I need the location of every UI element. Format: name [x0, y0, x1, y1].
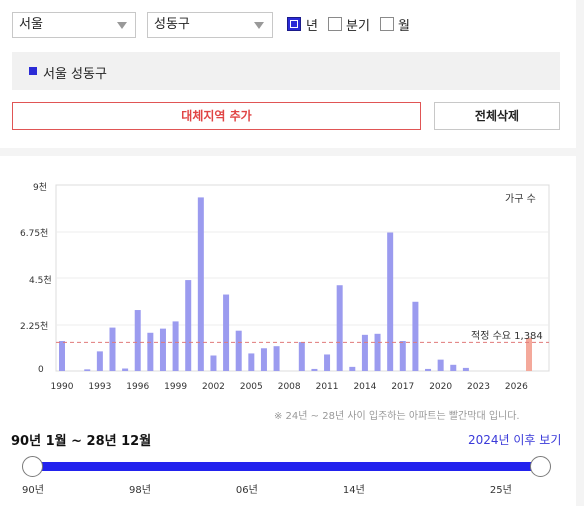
district-select[interactable]: 성동구	[147, 12, 273, 38]
bar	[324, 354, 331, 371]
slider-tick-label: 98년	[128, 485, 151, 496]
bar	[122, 368, 129, 371]
bar	[361, 334, 368, 371]
bar	[311, 368, 318, 371]
bar	[412, 301, 419, 371]
range-slider-start-handle[interactable]	[22, 456, 43, 477]
x-tick-label: 2026	[504, 382, 528, 392]
x-tick-label: 2023	[467, 382, 490, 392]
bar	[134, 310, 141, 371]
chevron-down-icon	[117, 22, 127, 29]
y-tick-label: 4.5천	[29, 276, 52, 286]
x-tick-label: 2017	[391, 382, 415, 392]
y-tick-label: 9천	[33, 183, 48, 193]
district-select-value: 성동구	[154, 17, 190, 32]
region-select-value: 서울	[19, 17, 43, 32]
selected-region-panel: 서울 성동구	[12, 52, 560, 90]
delete-all-button[interactable]: 전체삭제	[434, 102, 560, 130]
bar	[59, 341, 65, 371]
checkbox-quarter-label: 분기	[346, 19, 370, 34]
range-label: 90년 1월 ~ 28년 12월	[11, 434, 152, 449]
x-tick-label: 2008	[277, 382, 301, 392]
bar	[197, 197, 204, 371]
bar	[450, 364, 457, 371]
x-tick-label: 1999	[164, 382, 188, 392]
bar	[387, 232, 394, 371]
bar	[374, 333, 381, 371]
checkbox-year[interactable]	[287, 17, 301, 31]
bar	[96, 351, 103, 371]
reference-line-label: 적정 수요 1,384	[471, 331, 543, 342]
checkbox-month[interactable]	[380, 17, 394, 31]
x-tick-label: 1993	[88, 382, 112, 392]
range-slider-track[interactable]	[33, 462, 541, 471]
x-tick-label: 2020	[429, 382, 453, 392]
after-2024-link[interactable]: 2024년 이후 보기	[468, 433, 562, 447]
bar	[273, 346, 280, 371]
bar	[425, 368, 432, 371]
checkbox-month-label: 월	[398, 19, 410, 34]
x-tick-label: 1996	[126, 382, 150, 392]
bar	[248, 353, 255, 371]
range-slider-end-handle[interactable]	[530, 456, 551, 477]
add-alt-region-button[interactable]: 대체지역 추가	[12, 102, 421, 130]
region-color-swatch	[29, 67, 37, 75]
bar	[235, 330, 242, 371]
y-tick-label: 2.25천	[20, 322, 49, 332]
bar	[223, 294, 230, 371]
bar-group	[59, 197, 532, 371]
bar	[462, 367, 469, 371]
checkbox-year-label: 년	[306, 19, 318, 34]
slider-tick-label: 25년	[489, 485, 512, 496]
x-tick-label: 2002	[202, 382, 225, 392]
y-tick-label: 0	[38, 365, 44, 375]
bar	[298, 342, 305, 371]
bar	[109, 327, 116, 371]
bar	[210, 355, 217, 371]
x-tick-label: 1990	[50, 382, 74, 392]
x-tick-label: 2011	[315, 382, 339, 392]
bar	[147, 332, 154, 371]
right-border	[576, 0, 584, 506]
chevron-down-icon	[254, 22, 264, 29]
bar-future	[526, 337, 532, 371]
bar	[159, 328, 166, 371]
x-tick-label: 2005	[239, 382, 263, 392]
slider-tick-label: 14년	[342, 485, 365, 496]
bar	[260, 348, 267, 371]
section-divider	[0, 148, 584, 156]
y-tick-label: 6.75천	[20, 229, 49, 239]
selected-region-label: 서울 성동구	[43, 67, 107, 82]
bar	[84, 369, 91, 371]
bar	[399, 341, 406, 371]
slider-tick-label: 90년	[22, 485, 44, 496]
slider-tick-label: 06년	[235, 485, 258, 496]
bar	[185, 280, 192, 371]
chart-legend: 가구 수	[505, 194, 536, 205]
checkbox-quarter[interactable]	[328, 17, 342, 31]
bar	[336, 285, 343, 371]
region-select[interactable]: 서울	[12, 12, 136, 38]
bar	[172, 321, 179, 371]
chart-note: ※ 24년 ~ 28년 사이 입주하는 아파트는 빨간막대 입니다.	[274, 411, 520, 422]
bar	[437, 359, 444, 371]
x-tick-label: 2014	[353, 382, 377, 392]
bar	[349, 366, 356, 371]
